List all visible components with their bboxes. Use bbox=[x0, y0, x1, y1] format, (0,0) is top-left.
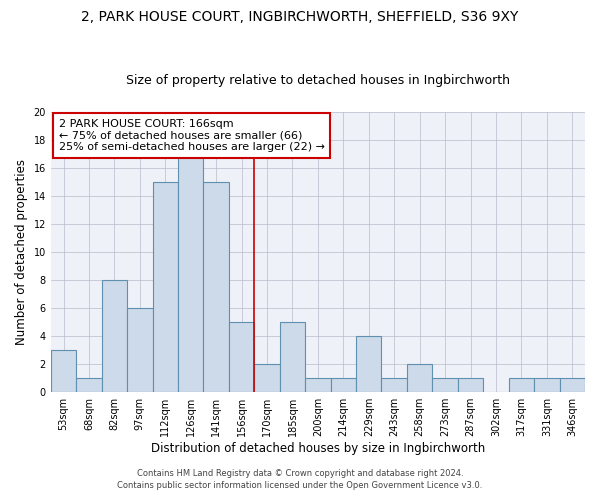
X-axis label: Distribution of detached houses by size in Ingbirchworth: Distribution of detached houses by size … bbox=[151, 442, 485, 455]
Y-axis label: Number of detached properties: Number of detached properties bbox=[15, 159, 28, 345]
Bar bbox=[51, 350, 76, 392]
Bar bbox=[101, 280, 127, 392]
Bar bbox=[76, 378, 101, 392]
Bar bbox=[254, 364, 280, 392]
Text: 2 PARK HOUSE COURT: 166sqm
← 75% of detached houses are smaller (66)
25% of semi: 2 PARK HOUSE COURT: 166sqm ← 75% of deta… bbox=[59, 119, 325, 152]
Bar bbox=[382, 378, 407, 392]
Bar bbox=[534, 378, 560, 392]
Bar bbox=[178, 154, 203, 392]
Bar bbox=[331, 378, 356, 392]
Bar bbox=[280, 322, 305, 392]
Bar bbox=[560, 378, 585, 392]
Bar bbox=[305, 378, 331, 392]
Bar bbox=[407, 364, 433, 392]
Bar bbox=[356, 336, 382, 392]
Text: Contains HM Land Registry data © Crown copyright and database right 2024.
Contai: Contains HM Land Registry data © Crown c… bbox=[118, 468, 482, 490]
Text: 2, PARK HOUSE COURT, INGBIRCHWORTH, SHEFFIELD, S36 9XY: 2, PARK HOUSE COURT, INGBIRCHWORTH, SHEF… bbox=[82, 10, 518, 24]
Bar bbox=[509, 378, 534, 392]
Bar bbox=[152, 182, 178, 392]
Title: Size of property relative to detached houses in Ingbirchworth: Size of property relative to detached ho… bbox=[126, 74, 510, 87]
Bar bbox=[127, 308, 152, 392]
Bar bbox=[203, 182, 229, 392]
Bar bbox=[458, 378, 483, 392]
Bar bbox=[433, 378, 458, 392]
Bar bbox=[229, 322, 254, 392]
